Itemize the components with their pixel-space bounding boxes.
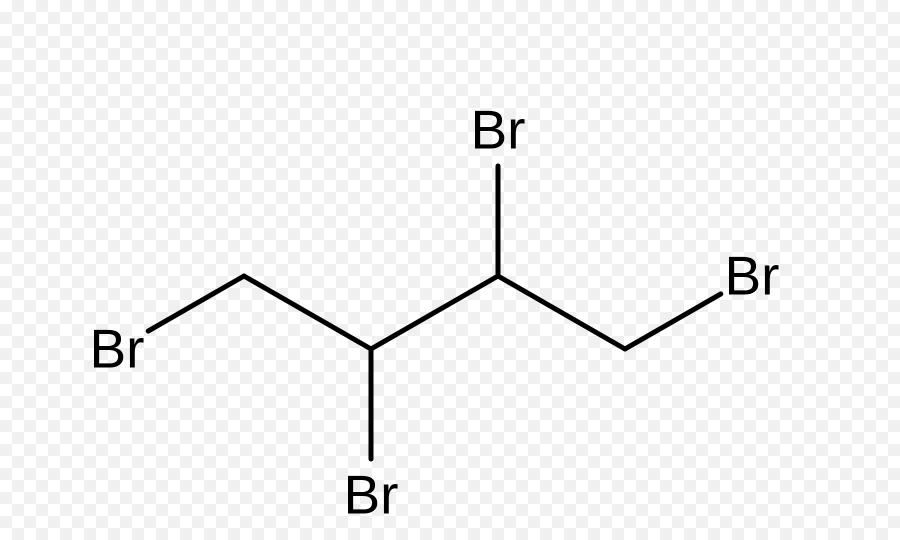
bond-line — [371, 276, 498, 349]
atom-label-br_c4: Br — [725, 249, 780, 304]
bond-line — [244, 276, 371, 349]
bond-line — [498, 276, 625, 349]
bond-line — [148, 276, 244, 331]
atom-label-br_c2: Br — [344, 468, 399, 523]
atom-label-br_c1: Br — [90, 322, 145, 377]
bond-line — [625, 294, 721, 349]
atom-label-br_c3: Br — [471, 103, 526, 158]
chemical-structure-diagram: Br Br Br Br — [0, 0, 900, 540]
